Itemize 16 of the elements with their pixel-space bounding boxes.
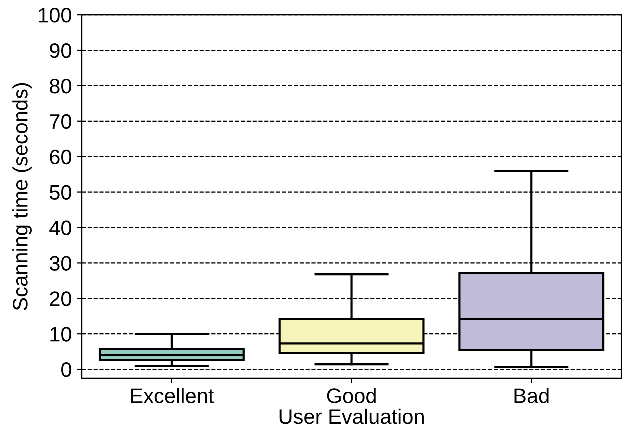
y-tick-label: 40: [50, 220, 72, 236]
y-tick-label: 60: [50, 150, 72, 165]
y-tick-label: 90: [50, 44, 72, 58]
y-tick-label: 100: [39, 8, 72, 23]
x-axis-title: User Evaluation: [280, 408, 424, 424]
y-tick-label: 10: [50, 327, 72, 342]
y-tick-label: 70: [50, 114, 72, 130]
y-axis-title: Scanning time (seconds): [12, 83, 32, 310]
y-tick-label: 0: [62, 362, 72, 378]
y-tick-label: 80: [50, 78, 72, 94]
x-tick-label: Bad: [514, 388, 549, 404]
x-tick-label: Excellent: [131, 388, 214, 404]
y-tick-label: 20: [50, 292, 72, 306]
y-tick-label: 50: [50, 185, 72, 200]
y-tick-label: 30: [50, 256, 72, 271]
x-tick-label: Good: [327, 388, 376, 404]
